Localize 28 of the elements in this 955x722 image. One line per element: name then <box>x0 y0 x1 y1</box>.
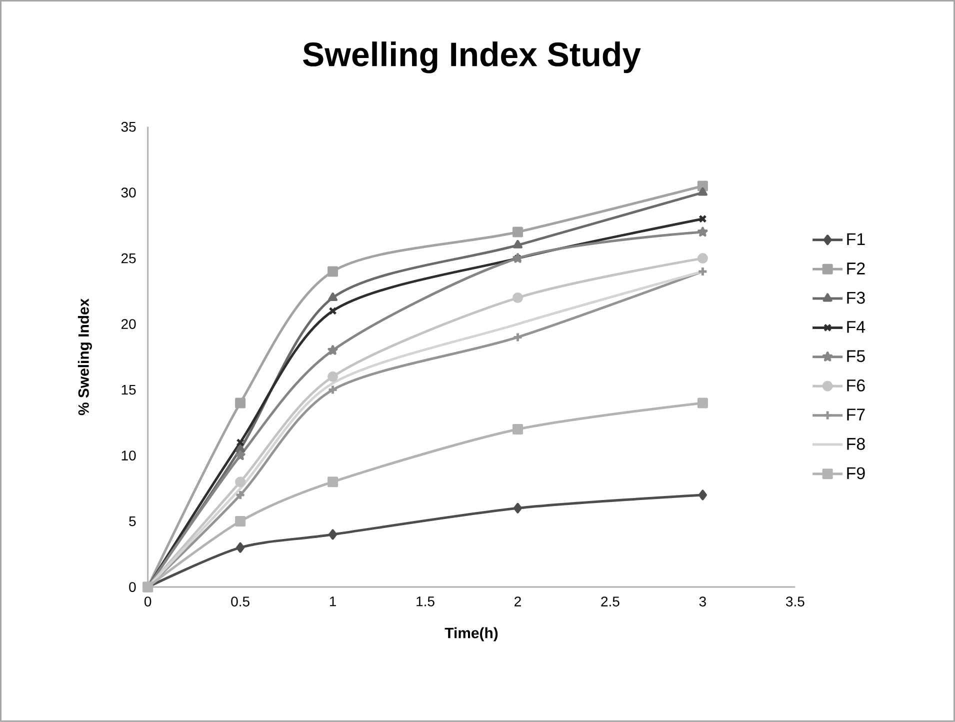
x-tick-label: 3.5 <box>786 596 804 607</box>
legend-label: F6 <box>847 379 865 392</box>
y-tick-label: 25 <box>121 253 136 264</box>
legend-label: F8 <box>847 438 865 450</box>
legend-label: F5 <box>847 350 865 362</box>
legend-label: F2 <box>847 262 865 274</box>
legend-label: F9 <box>847 467 865 480</box>
legend-label: F7 <box>847 408 865 420</box>
y-tick-label: 30 <box>121 188 136 198</box>
x-tick-label: 0 <box>144 596 152 607</box>
x-tick-label: 2 <box>514 596 521 606</box>
x-tick-label: 0.5 <box>231 596 250 607</box>
y-tick-label: 5 <box>129 516 136 526</box>
x-tick-label: 2.5 <box>601 596 620 607</box>
x-tick-label: 3 <box>699 596 706 607</box>
chart-title: Swelling Index Study <box>302 42 641 74</box>
x-tick-label: 1 <box>330 596 336 606</box>
x-axis-title: Time(h) <box>444 627 498 642</box>
y-tick-label: 35 <box>121 122 136 132</box>
y-tick-label: 10 <box>122 450 136 461</box>
y-tick-label: 0 <box>129 582 136 592</box>
legend-label: F1 <box>847 233 865 246</box>
y-tick-label: 15 <box>122 385 136 395</box>
y-tick-label: 20 <box>121 319 136 330</box>
legend-label: F3 <box>847 292 865 304</box>
legend-label: F4 <box>847 321 866 333</box>
y-axis-title: % Sweling Index <box>78 298 92 416</box>
x-tick-label: 1.5 <box>416 596 434 606</box>
